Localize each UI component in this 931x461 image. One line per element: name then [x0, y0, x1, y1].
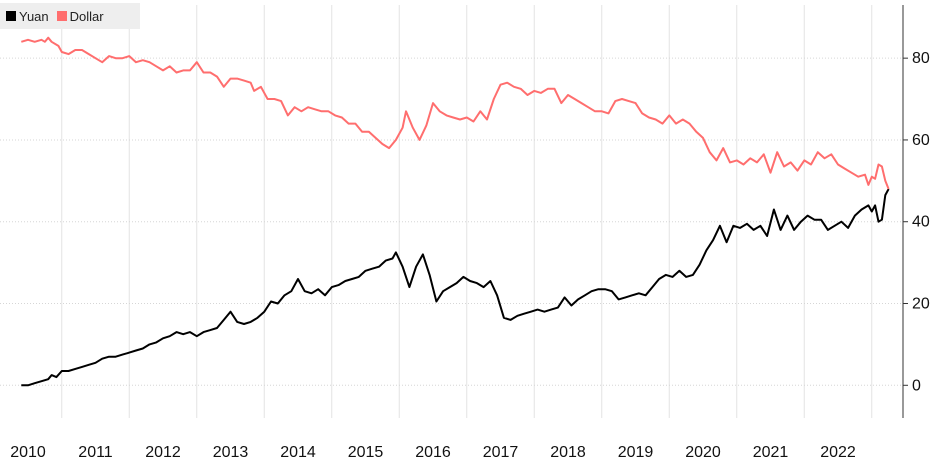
x-tick-label: 2011	[78, 444, 113, 461]
x-tick-label: 2015	[348, 444, 384, 461]
legend-label-yuan: Yuan	[19, 8, 49, 24]
legend: Yuan Dollar	[0, 3, 140, 29]
x-tick-label: 2016	[415, 444, 451, 461]
x-tick-label: 2020	[685, 444, 721, 461]
series-line-yuan	[21, 188, 890, 387]
y-tick-label: 20	[912, 296, 930, 313]
y-tick-label: 60	[912, 132, 930, 149]
x-tick-label: 2012	[145, 444, 181, 461]
legend-label-dollar: Dollar	[69, 8, 104, 24]
x-tick-label: 2010	[10, 444, 46, 461]
x-tick-label: 2021	[753, 444, 789, 461]
x-tick-label: 2017	[483, 444, 519, 461]
tick-labels: 0 20 40 60 80 2010 2011 2012 2013 2014 2015 2016 201…	[10, 50, 930, 461]
y-tick-label: 0	[912, 377, 921, 394]
x-tick-label: 2013	[213, 444, 249, 461]
x-tick-label: 2022	[820, 444, 856, 461]
grid-lines	[0, 5, 903, 418]
legend-swatch-dollar	[56, 11, 67, 21]
x-tick-label: 2018	[550, 444, 586, 461]
y-tick-label: 80	[912, 50, 930, 67]
y-tick-label: 40	[912, 214, 930, 231]
series-layer	[21, 36, 890, 387]
legend-item-yuan: Yuan	[6, 9, 49, 24]
x-tick-label: 2019	[618, 444, 654, 461]
legend-swatch-yuan	[6, 11, 16, 21]
series-line-dollar	[21, 36, 890, 190]
legend-item-dollar: Dollar	[56, 8, 104, 24]
axes	[902, 5, 908, 418]
x-tick-label: 2014	[280, 444, 316, 461]
